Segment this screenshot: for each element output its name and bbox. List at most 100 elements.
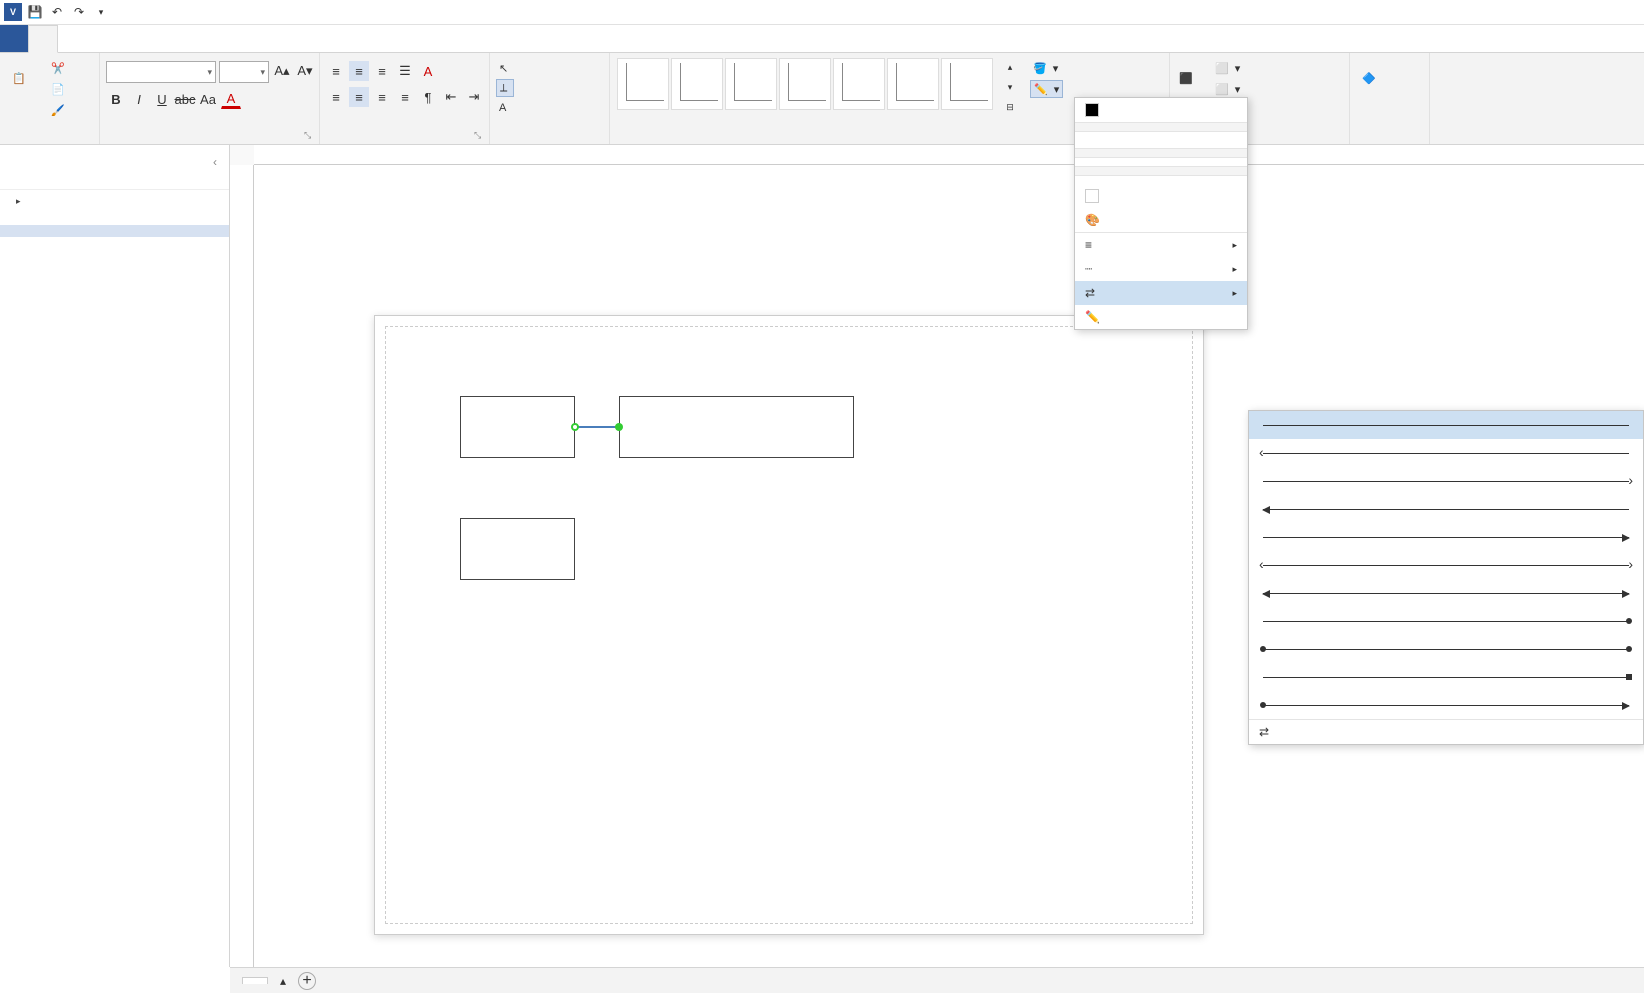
indent-dec-icon[interactable]: ⇤ [441,87,461,107]
qat-more-icon[interactable]: ▾ [92,3,110,21]
align-right-icon[interactable]: ≡ [372,87,392,107]
gallery-down-icon[interactable]: ▾ [1000,77,1020,97]
textdir-icon[interactable]: ¶ [418,87,438,107]
arrow-style[interactable] [1249,663,1643,691]
tab-process[interactable] [142,25,170,52]
add-page-button[interactable]: + [298,972,316,990]
fill-icon: 🪣 [1033,62,1047,75]
tab-review[interactable] [170,25,198,52]
cut-button[interactable]: ✂️ [48,59,71,77]
no-line-item[interactable] [1075,184,1247,208]
all-pages-button[interactable]: ▴ [280,974,286,988]
send-back-button[interactable]: ⬜▾ [1212,80,1243,98]
line-icon: ✏️ [1034,83,1048,96]
align-top-icon[interactable]: ≡ [326,61,346,81]
standard-swatch-row [1075,176,1247,184]
align-bot-icon[interactable]: ≡ [372,61,392,81]
more-shapes-link[interactable]: ▸ [0,190,229,213]
gallery-more-icon[interactable]: ⊟ [1000,97,1020,117]
connector-endpoint[interactable] [615,423,623,431]
style-item[interactable] [671,58,723,110]
style-gallery[interactable] [616,57,994,111]
strike-button[interactable]: abc [175,89,195,109]
tab-design[interactable] [86,25,114,52]
arrow-style[interactable] [1249,495,1643,523]
tab-insert[interactable] [58,25,86,52]
clearfmt-icon[interactable]: A [418,61,438,81]
shrink-font-icon[interactable]: A▾ [295,61,315,81]
style-item[interactable] [725,58,777,110]
justify-icon[interactable]: ≡ [395,87,415,107]
align-mid-icon[interactable]: ≡ [349,61,369,81]
case-button[interactable]: Aa [198,89,218,109]
arrow-item[interactable]: ⇄▸ [1075,281,1247,305]
line-options-item[interactable]: ✏️ [1075,305,1247,329]
connector-tool-button[interactable]: ⟂ [496,79,514,97]
style-item[interactable] [779,58,831,110]
clipboard-label [6,126,93,142]
paste-button[interactable]: 📋 [6,57,46,117]
connector-endpoint[interactable] [571,423,579,431]
arrow-style[interactable] [1249,607,1643,635]
page-tab-1[interactable] [242,977,268,984]
redo-icon[interactable]: ↷ [70,3,88,21]
align-left-icon[interactable]: ≡ [326,87,346,107]
tab-view[interactable] [198,25,226,52]
swatch-icon [1085,103,1099,117]
font-size-select[interactable] [219,61,269,83]
shape-box-1[interactable] [460,396,575,458]
arrow-style[interactable] [1249,635,1643,663]
text-tool-button[interactable]: A [496,99,509,117]
arrow-style[interactable] [1249,691,1643,719]
quick-shapes-link[interactable] [0,213,229,225]
align-center-icon[interactable]: ≡ [349,87,369,107]
tab-data[interactable] [114,25,142,52]
bold-button[interactable]: B [106,89,126,109]
para-dialog-icon[interactable]: ⤡ [474,130,486,142]
weight-item[interactable]: ≡▸ [1075,233,1247,257]
connector-line[interactable] [575,426,619,428]
paste-icon: 📋 [12,72,40,100]
shape-box-2[interactable] [619,396,854,458]
arrow-style[interactable] [1249,551,1643,579]
other-colors-item[interactable]: 🎨 [1075,208,1247,232]
group-edit: 🔷 [1350,53,1430,144]
style-item[interactable] [833,58,885,110]
bullets-icon[interactable]: ☰ [395,61,415,81]
theme-colors-header [1075,122,1247,132]
arrow-style-none[interactable] [1249,411,1643,439]
tab-file[interactable] [0,25,28,52]
undo-icon[interactable]: ↶ [48,3,66,21]
basic-shapes-category[interactable] [0,225,229,237]
change-shape-button[interactable]: 🔷 [1356,57,1396,117]
indent-inc-icon[interactable]: ⇥ [464,87,484,107]
more-arrows-item[interactable]: ⇄ [1249,720,1643,744]
grow-font-icon[interactable]: A▴ [272,61,292,81]
gallery-up-icon[interactable]: ▴ [1000,57,1020,77]
formatpainter-button[interactable]: 🖌️ [48,101,71,119]
underline-button[interactable]: U [152,89,172,109]
arrow-style[interactable] [1249,439,1643,467]
font-dialog-icon[interactable]: ⤡ [304,130,316,142]
pointer-tool-button[interactable]: ↖ [496,59,514,77]
shape-box-3[interactable] [460,518,575,580]
copy-button[interactable]: 📄 [48,80,71,98]
collapse-icon[interactable]: ‹ [213,155,217,169]
arrow-style[interactable] [1249,523,1643,551]
font-name-select[interactable] [106,61,216,83]
style-item[interactable] [887,58,939,110]
style-item[interactable] [941,58,993,110]
bring-front-button[interactable]: ⬜▾ [1212,59,1243,77]
dash-item[interactable]: ┈▸ [1075,257,1247,281]
italic-button[interactable]: I [129,89,149,109]
visio-icon[interactable]: V [4,3,22,21]
arrow-style[interactable] [1249,579,1643,607]
arrow-style[interactable] [1249,467,1643,495]
save-icon[interactable]: 💾 [26,3,44,21]
style-item[interactable] [617,58,669,110]
font-color-button[interactable]: A [221,89,241,109]
fill-button[interactable]: 🪣▾ [1030,59,1063,77]
line-button[interactable]: ✏️▾ [1030,80,1063,98]
tab-home[interactable] [28,25,58,53]
default-color-item[interactable] [1075,98,1247,122]
